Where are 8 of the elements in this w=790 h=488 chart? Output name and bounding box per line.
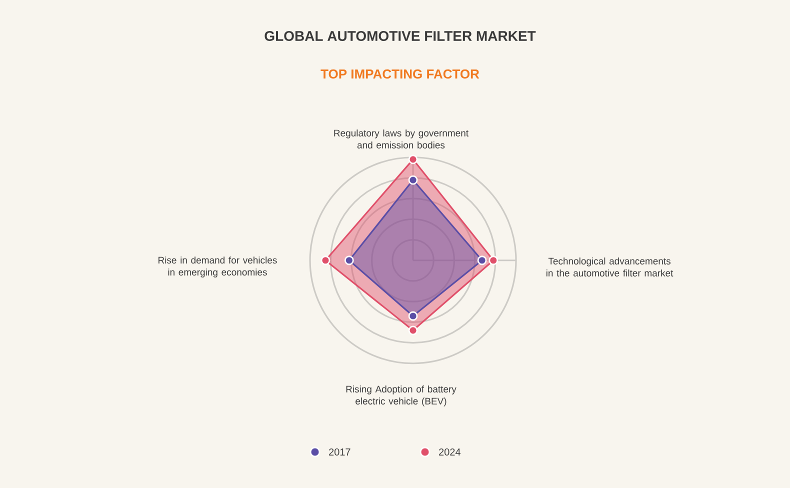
spoke-label: Technological advancements in the automotive filter market <box>546 258 674 276</box>
spoke-label: Regulatory laws by government and emission bodies <box>334 129 468 148</box>
chart-title: GLOBAL AUTOMOTIVE FILTER MARKET <box>264 31 536 41</box>
chart-subtitle: TOP IMPACTING FACTOR <box>320 69 480 79</box>
spoke-label: Rise in demand for vehicles in emerging economies <box>158 256 277 278</box>
legend-label: 2017 <box>329 448 350 456</box>
spoke-label: Rising Adoption of battery electric vehicle (BEV) <box>346 386 456 406</box>
legend-label: 2024 <box>439 448 460 456</box>
